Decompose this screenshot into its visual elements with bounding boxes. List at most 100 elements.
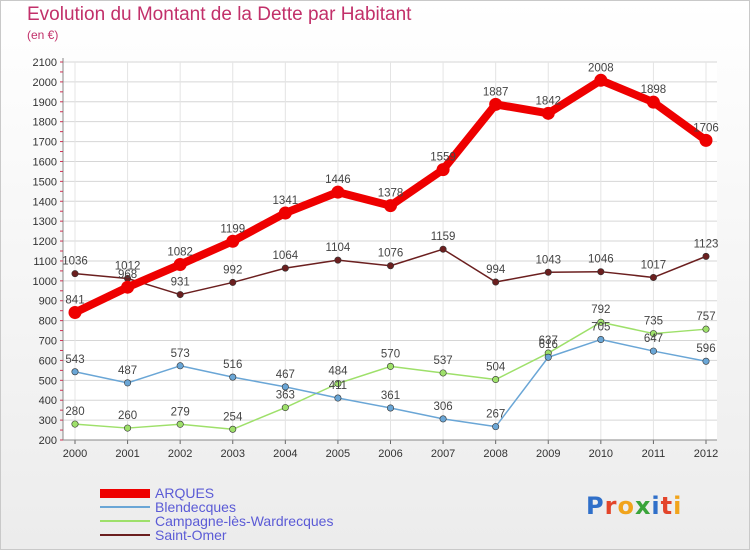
data-label: 537 [433, 355, 452, 367]
data-point [176, 291, 184, 299]
data-point [489, 97, 503, 111]
legend-label-campagne: Campagne-lès-Wardrecques [155, 513, 334, 529]
y-tick-label: 500 [39, 375, 57, 387]
logo-letter: r [604, 492, 618, 520]
legend-label-saint-omer: Saint-Omer [155, 527, 227, 543]
logo-letter: t [660, 492, 674, 520]
data-label: 992 [223, 264, 242, 276]
data-label: 504 [486, 362, 506, 374]
data-label: 573 [171, 348, 190, 360]
data-point [702, 325, 710, 333]
data-label: 1017 [641, 259, 667, 271]
data-point [436, 163, 450, 177]
data-label: 363 [276, 390, 295, 402]
data-label: 2008 [588, 62, 614, 74]
y-tick-label: 300 [39, 415, 57, 427]
y-tick-label: 1200 [33, 236, 57, 248]
data-label: 260 [118, 410, 137, 422]
data-label: 1076 [378, 248, 404, 260]
data-label: 1046 [588, 254, 614, 266]
data-label: 1012 [115, 260, 141, 272]
data-point [439, 369, 447, 377]
data-label: 1036 [62, 256, 88, 268]
y-tick-label: 1000 [33, 276, 57, 288]
x-tick-label: 2009 [536, 448, 560, 460]
logo-letter: i [673, 492, 683, 520]
data-label: 1559 [430, 152, 456, 164]
legend-swatch-campagne [100, 520, 150, 522]
data-label: 968 [118, 269, 137, 281]
y-tick-label: 1300 [33, 216, 57, 228]
data-label: 280 [65, 406, 84, 418]
data-point [594, 73, 608, 87]
data-point [71, 270, 79, 278]
data-point [334, 256, 342, 264]
legend-swatch-saint-omer [100, 534, 150, 536]
data-label: 487 [118, 365, 137, 377]
data-label: 1123 [694, 238, 719, 250]
data-label: 1898 [641, 84, 667, 96]
data-point [439, 415, 447, 423]
data-label: 484 [328, 365, 348, 377]
data-point [124, 379, 132, 387]
x-tick-label: 2007 [431, 448, 455, 460]
data-label: 1842 [535, 95, 561, 107]
data-point [71, 368, 79, 376]
y-tick-label: 1700 [33, 137, 57, 149]
data-point [281, 383, 289, 391]
y-tick-label: 2100 [33, 57, 57, 69]
data-point [334, 379, 342, 387]
data-point [281, 264, 289, 272]
data-label: 705 [591, 322, 610, 334]
data-label: 735 [644, 316, 663, 328]
data-point [597, 318, 605, 326]
x-tick-label: 2005 [326, 448, 350, 460]
data-point [649, 273, 657, 281]
x-tick-label: 2003 [221, 448, 245, 460]
data-point [492, 423, 500, 431]
y-tick-label: 200 [39, 435, 57, 447]
x-tick-label: 2011 [642, 448, 666, 460]
data-label: 596 [696, 343, 715, 355]
data-point [124, 424, 132, 432]
data-label: 411 [329, 380, 347, 392]
data-label: 267 [486, 409, 505, 421]
x-tick-label: 2000 [63, 448, 87, 460]
data-point [646, 95, 660, 109]
data-point [176, 362, 184, 370]
data-point [229, 425, 237, 433]
data-label: 516 [223, 359, 242, 371]
data-label: 1446 [325, 174, 351, 186]
x-tick-label: 2008 [483, 448, 507, 460]
y-tick-label: 900 [39, 296, 57, 308]
y-tick-label: 1600 [33, 156, 57, 168]
y-tick-label: 1800 [33, 117, 57, 129]
data-label: 1104 [326, 242, 351, 254]
data-point [702, 357, 710, 365]
data-label: 1043 [535, 254, 561, 266]
data-label: 637 [539, 335, 558, 347]
data-label: 1887 [483, 86, 509, 98]
data-point [492, 278, 500, 286]
data-point [597, 336, 605, 344]
data-label: 306 [433, 401, 452, 413]
data-point [281, 404, 289, 412]
data-point [649, 330, 657, 338]
data-label: 1341 [273, 195, 299, 207]
data-point [176, 420, 184, 428]
data-label: 279 [171, 406, 190, 418]
data-point [229, 278, 237, 286]
data-label: 757 [696, 311, 715, 323]
y-tick-label: 2000 [33, 77, 57, 89]
data-label: 1064 [273, 250, 299, 262]
data-label: 1706 [693, 122, 719, 134]
x-tick-label: 2002 [168, 448, 192, 460]
data-point [278, 206, 292, 220]
data-point [386, 362, 394, 370]
data-label: 1159 [431, 231, 456, 243]
data-label: 931 [171, 277, 190, 289]
data-label: 1378 [378, 188, 404, 200]
x-tick-label: 2001 [115, 448, 139, 460]
data-label: 1082 [167, 247, 193, 259]
y-tick-label: 1400 [33, 196, 57, 208]
